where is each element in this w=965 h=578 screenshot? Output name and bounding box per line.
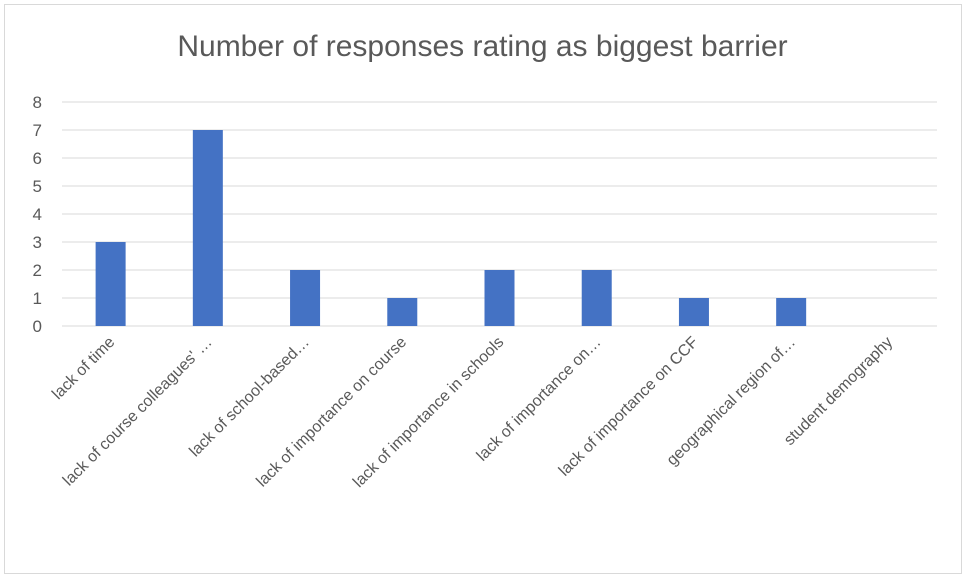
bar-6: [678, 298, 709, 326]
x-category-label: student demography: [781, 334, 896, 449]
bar-4: [484, 270, 515, 326]
bars: [95, 130, 807, 326]
y-tick-label: 0: [33, 317, 42, 336]
bar-1: [192, 130, 223, 326]
bar-2: [290, 270, 321, 326]
bar-7: [776, 298, 807, 326]
y-axis-ticks: 0 1 2 3 4 5 6 7 8: [33, 93, 42, 336]
chart-title: Number of responses rating as biggest ba…: [177, 30, 788, 63]
y-tick-label: 8: [33, 93, 42, 112]
bar-0: [95, 242, 126, 326]
y-tick-label: 4: [33, 205, 42, 224]
y-tick-label: 2: [33, 261, 42, 280]
y-tick-label: 3: [33, 233, 42, 252]
y-tick-label: 6: [33, 149, 42, 168]
bar-5: [581, 270, 612, 326]
y-tick-label: 1: [33, 289, 42, 308]
y-tick-label: 7: [33, 121, 42, 140]
chart-area: [4, 4, 962, 574]
x-category-label: lack of time: [49, 334, 118, 403]
bar-3: [387, 298, 418, 326]
y-tick-label: 5: [33, 177, 42, 196]
